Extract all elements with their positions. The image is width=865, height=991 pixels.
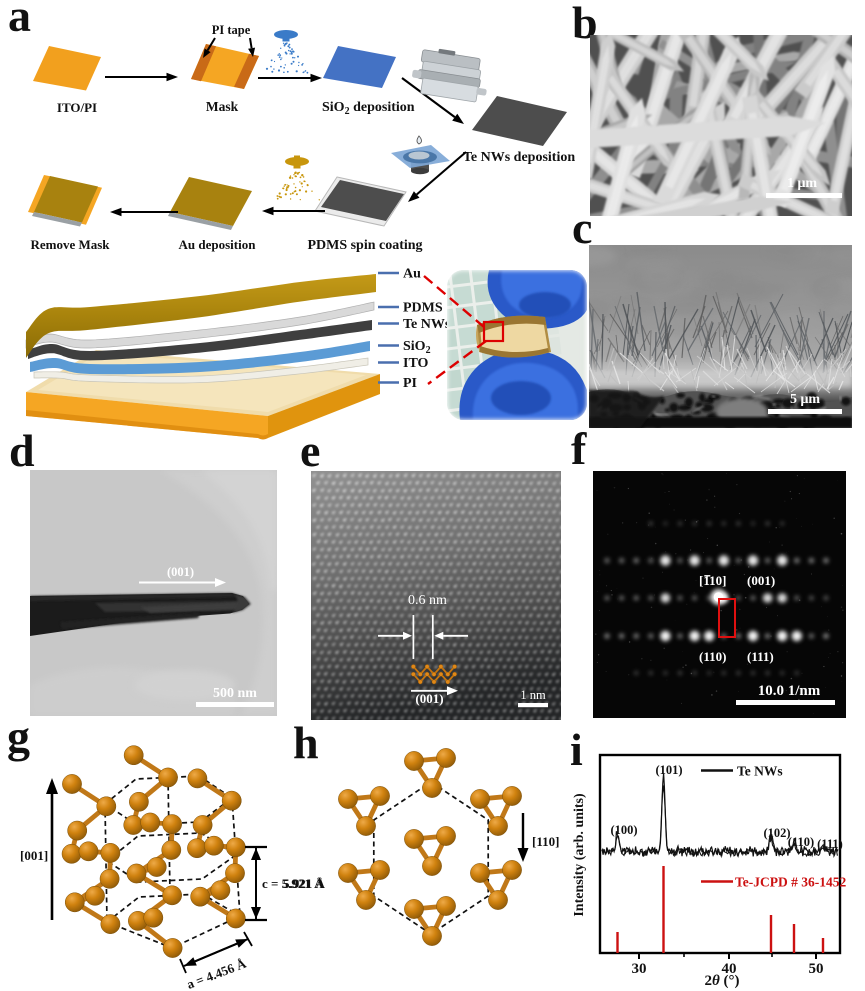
svg-text:(100): (100)	[610, 823, 637, 837]
svg-text:c: c	[572, 202, 592, 253]
svg-text:Au: Au	[403, 267, 421, 282]
svg-text:Au deposition: Au deposition	[179, 237, 257, 252]
svg-text:Intensity (arb. units): Intensity (arb. units)	[572, 793, 587, 917]
svg-text:0.6 nm: 0.6 nm	[408, 593, 447, 608]
svg-text:40: 40	[722, 961, 737, 977]
svg-text:Remove Mask: Remove Mask	[30, 237, 110, 252]
svg-text:[110]: [110]	[532, 834, 559, 849]
svg-text:g: g	[7, 711, 30, 762]
svg-text:a: a	[8, 0, 31, 41]
svg-text:PDMS spin coating: PDMS spin coating	[307, 238, 422, 253]
svg-text:e: e	[300, 425, 320, 476]
svg-text:Mask: Mask	[206, 99, 239, 114]
svg-text:(111): (111)	[747, 649, 774, 664]
svg-text:5.921 Å: 5.921 Å	[283, 876, 326, 891]
svg-text:(001): (001)	[747, 573, 775, 588]
svg-text:ITO/PI: ITO/PI	[57, 100, 97, 115]
svg-text:[001]: [001]	[20, 848, 48, 863]
svg-text:(101): (101)	[655, 763, 682, 777]
svg-text:Te NWs deposition: Te NWs deposition	[463, 150, 576, 165]
svg-text:c = 5.921 Å: c = 5.921 Å	[262, 876, 324, 891]
svg-text:SiO2: SiO2	[403, 339, 431, 356]
svg-text:Te NWs: Te NWs	[403, 317, 451, 332]
svg-text:10.0 1/nm: 10.0 1/nm	[758, 683, 821, 699]
svg-text:PI: PI	[403, 376, 417, 391]
svg-text:d: d	[9, 425, 35, 476]
svg-text:ITO: ITO	[403, 356, 429, 371]
svg-text:Te-JCPD # 36-1452: Te-JCPD # 36-1452	[735, 875, 846, 890]
svg-text:Te NWs: Te NWs	[737, 764, 783, 779]
svg-text:(110): (110)	[788, 835, 814, 849]
svg-text:500 nm: 500 nm	[213, 686, 257, 701]
svg-text:h: h	[293, 717, 319, 768]
svg-text:[110]: [110]	[699, 573, 726, 588]
svg-text:(111): (111)	[817, 837, 843, 851]
svg-text:i: i	[570, 724, 583, 775]
svg-text:(110): (110)	[699, 649, 726, 664]
svg-text:1 μm: 1 μm	[787, 176, 817, 191]
svg-text:PDMS: PDMS	[403, 301, 443, 316]
svg-text:5 μm: 5 μm	[790, 392, 820, 407]
svg-text:(001): (001)	[415, 691, 443, 706]
svg-text:PI tape: PI tape	[212, 23, 251, 37]
svg-text:(001): (001)	[167, 565, 194, 579]
svg-text:50: 50	[809, 961, 824, 977]
svg-text:f: f	[571, 423, 587, 474]
svg-text:30: 30	[632, 961, 647, 977]
svg-text:2θ (°): 2θ (°)	[704, 973, 739, 989]
svg-text:(102): (102)	[763, 826, 790, 840]
svg-text:SiO2 deposition: SiO2 deposition	[322, 100, 415, 117]
svg-text:1 nm: 1 nm	[520, 688, 546, 702]
